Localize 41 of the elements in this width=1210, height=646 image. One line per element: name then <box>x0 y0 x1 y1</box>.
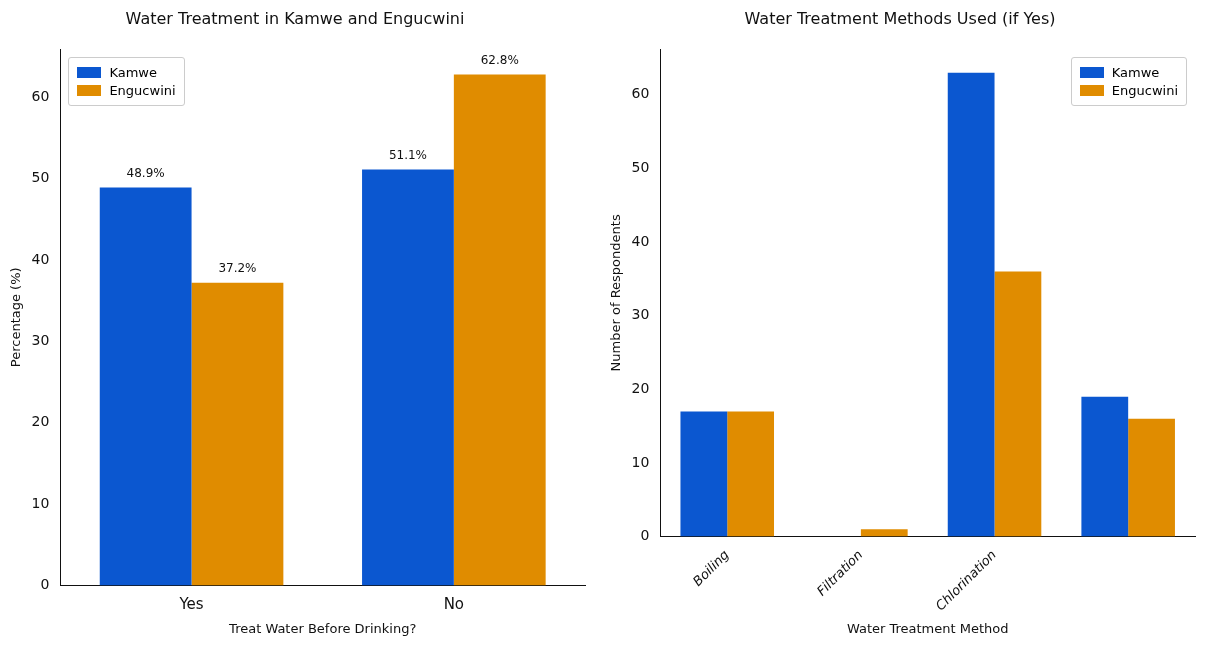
x-axis-title: Treat Water Before Drinking? <box>228 620 417 636</box>
y-axis-title: Number of Respondents <box>608 214 624 372</box>
chart-title: Water Treatment Methods Used (if Yes) <box>744 8 1056 28</box>
x-tick-label: Yes <box>178 595 204 614</box>
legend-label: Kamwe <box>1111 65 1160 81</box>
y-tick-label: 20 <box>631 379 650 396</box>
y-tick-label: 10 <box>631 453 650 470</box>
data-label: 37.2% <box>218 260 257 275</box>
data-label: 51.1% <box>388 147 428 162</box>
data-label: 48.9% <box>126 165 165 180</box>
y-tick-label: 40 <box>31 250 50 267</box>
x-tick-label: No <box>443 595 465 614</box>
y-tick-label: 60 <box>631 85 650 102</box>
y-tick-label: 50 <box>31 169 50 186</box>
bar <box>453 74 546 586</box>
y-tick-label: 0 <box>40 576 50 593</box>
y-tick-label: 30 <box>631 306 650 323</box>
y-tick-label: 60 <box>31 87 50 104</box>
data-label: 62.8% <box>480 52 519 67</box>
y-tick-label: 40 <box>631 232 650 249</box>
chart-title: Water Treatment in Kamwe and Engucwini <box>125 8 465 28</box>
bar <box>191 282 284 586</box>
bar <box>99 187 192 586</box>
bar <box>1081 396 1129 537</box>
y-tick-label: 50 <box>631 159 650 176</box>
bar <box>860 529 908 537</box>
y-tick-label: 20 <box>31 413 50 430</box>
y-tick-label: 0 <box>640 527 650 544</box>
y-tick-label: 30 <box>31 331 50 348</box>
y-tick-label: 10 <box>31 494 50 511</box>
x-axis-title: Water Treatment Method <box>846 620 1009 636</box>
bar <box>680 411 728 537</box>
bar <box>994 271 1042 537</box>
bar <box>947 72 995 537</box>
legend-label: Engucwini <box>1111 83 1178 99</box>
bar <box>1128 418 1175 537</box>
bar <box>362 169 454 586</box>
legend-label: Engucwini <box>109 83 176 99</box>
y-axis-title: Percentage (%) <box>8 267 24 368</box>
bar <box>727 411 775 537</box>
legend-label: Kamwe <box>109 65 157 81</box>
